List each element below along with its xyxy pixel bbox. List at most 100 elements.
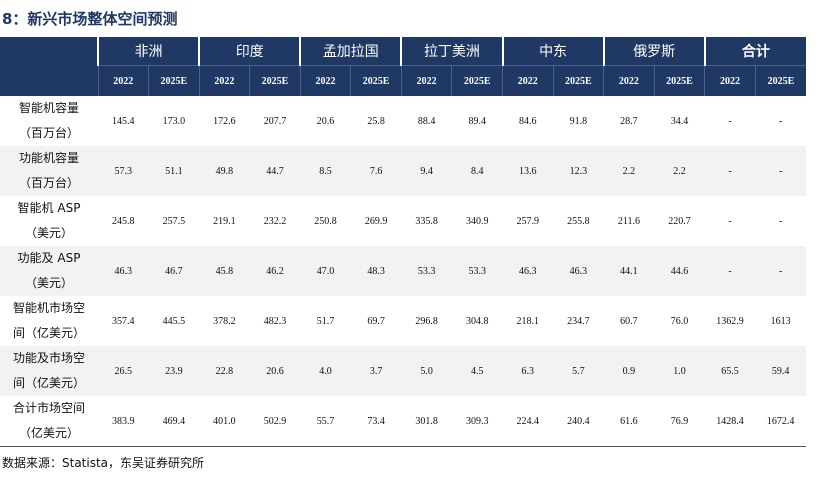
- corner-cell: [0, 37, 98, 96]
- year-header: 2025E: [552, 65, 604, 96]
- value-cell: 9.4: [401, 146, 452, 196]
- value-cell: 172.6: [213, 115, 236, 127]
- value-cell: 34.4: [670, 115, 689, 127]
- value-cell: 46.3: [553, 246, 604, 296]
- value-cell: 23.9: [148, 346, 200, 396]
- row-label-line: （亿美元）: [18, 426, 79, 440]
- value-cell: 76.9: [654, 396, 705, 447]
- row-label-line: 间（亿美元）: [12, 376, 85, 390]
- year-header: 2025E: [653, 65, 705, 96]
- value-cell: 49.8: [199, 146, 250, 196]
- year-header: 2022: [299, 65, 351, 96]
- group-header: 合计: [703, 37, 806, 66]
- value-cell: 482.3: [263, 315, 287, 327]
- value-cell: 269.9: [364, 215, 388, 227]
- row-label-line: 间（亿美元）: [12, 326, 85, 340]
- data-row: 功能及市场空 间（亿美元） 26.5 23.9 22.8 20.6 4.0 3.7 5.0 4.5…: [0, 346, 806, 396]
- value-cell: 304.8: [465, 315, 489, 327]
- value-cell: 211.6: [617, 215, 640, 227]
- value-cell: 245.8: [112, 215, 135, 227]
- value-cell: 0.9: [603, 346, 655, 396]
- value-cell: 91.8: [569, 115, 588, 127]
- row-label-line: 功能机容量: [18, 151, 79, 165]
- value-cell: 20.6: [249, 346, 301, 396]
- row-label: 智能机容量 （百万台）: [0, 96, 98, 146]
- value-cell: 20.6: [316, 115, 335, 127]
- value-cell: 73.4: [350, 396, 402, 447]
- value-cell: 61.6: [603, 396, 655, 447]
- row-label: 智能机市场空 间（亿美元）: [0, 296, 98, 346]
- value-cell: 57.3: [98, 146, 149, 196]
- value-cell: 224.4: [502, 396, 554, 447]
- value-cell: 357.4: [112, 315, 135, 327]
- value-cell: 51.1: [148, 146, 200, 196]
- value-cell: 6.3: [502, 346, 554, 396]
- value-cell: 59.4: [755, 346, 806, 396]
- data-row: 合计市场空间 （亿美元） 383.9 469.4 401.0 502.9 55.7 73.4 3…: [0, 396, 806, 447]
- value-cell: 4.5: [451, 346, 503, 396]
- row-label: 功能机容量 （百万台）: [0, 146, 98, 196]
- row-label: 功能及 ASP （美元）: [0, 246, 98, 296]
- value-cell: 51.7: [316, 315, 335, 327]
- value-cell: 401.0: [199, 396, 250, 447]
- row-label: 智能机 ASP （美元）: [0, 196, 98, 246]
- value-cell: 2.2: [654, 146, 705, 196]
- value-cell: 88.4: [417, 115, 436, 127]
- value-cell: 207.7: [263, 115, 287, 127]
- value-cell: 5.0: [401, 346, 452, 396]
- data-row: 智能机市场空 间（亿美元） 357.4 445.5 378.2 482.3 51.7 69.7…: [0, 296, 806, 346]
- year-header-row: 2022 2025E 2022 2025E 2022 2025E 2022 2025E 2022…: [0, 65, 806, 96]
- value-cell: -: [704, 146, 756, 196]
- value-cell: 378.2: [213, 315, 236, 327]
- group-header: 孟加拉国: [299, 37, 402, 66]
- value-cell: 301.8: [401, 396, 452, 447]
- value-cell: 84.6: [519, 115, 537, 127]
- value-cell: 234.7: [567, 315, 590, 327]
- row-label: 功能及市场空 间（亿美元）: [0, 346, 98, 396]
- year-header: 2025E: [350, 65, 402, 96]
- value-cell: 257.9: [516, 215, 540, 227]
- value-cell: 44.7: [249, 146, 301, 196]
- row-label-line: （百万台）: [18, 126, 79, 140]
- year-header: 2025E: [148, 65, 200, 96]
- value-cell: 25.8: [367, 115, 385, 127]
- year-header: 2022: [502, 65, 554, 96]
- value-cell: 69.7: [367, 315, 385, 327]
- value-cell: -: [755, 146, 806, 196]
- row-label-line: 智能机 ASP: [17, 201, 81, 215]
- row-label-line: （百万台）: [18, 176, 79, 190]
- year-header: 2022: [97, 65, 149, 96]
- value-cell: 469.4: [148, 396, 200, 447]
- row-label-line: 智能机市场空: [12, 301, 85, 315]
- value-cell: -: [728, 215, 732, 227]
- value-cell: -: [728, 115, 732, 127]
- value-cell: 1613: [770, 315, 791, 327]
- data-table: 非洲 印度 孟加拉国 拉丁美洲 中东 俄罗斯 合计 2022 2025E 2022 2025E 202…: [0, 37, 806, 447]
- value-cell: -: [778, 215, 783, 227]
- year-header: 2022: [603, 65, 655, 96]
- data-row: 智能机 ASP （美元） 245.8 257.5 219.1 232.2 250.8 269.…: [0, 196, 806, 246]
- year-header: 2025E: [451, 65, 503, 96]
- value-cell: 1.0: [654, 346, 705, 396]
- data-row: 功能及 ASP （美元） 46.3 46.7 45.8 46.2 47.0 48.3 53.3 5…: [0, 246, 806, 296]
- table-title: 8：新兴市场整体空间预测: [2, 10, 178, 28]
- data-row: 智能机容量 （百万台） 145.4 173.0 172.6 207.7 20.6 25.8 88…: [0, 96, 806, 146]
- value-cell: 65.5: [704, 346, 756, 396]
- value-cell: 3.7: [350, 346, 402, 396]
- value-cell: 46.2: [249, 246, 301, 296]
- row-label: 合计市场空间 （亿美元）: [0, 396, 98, 447]
- value-cell: 45.8: [199, 246, 250, 296]
- value-cell: 340.9: [465, 215, 489, 227]
- group-header: 拉丁美洲: [400, 37, 503, 66]
- value-cell: 46.3: [502, 246, 554, 296]
- value-cell: -: [704, 246, 756, 296]
- value-cell: 12.3: [553, 146, 604, 196]
- value-cell: 1362.9: [716, 315, 744, 327]
- value-cell: 240.4: [553, 396, 604, 447]
- value-cell: 296.8: [415, 315, 438, 327]
- row-label-line: 智能机容量: [18, 101, 79, 115]
- value-cell: 250.8: [314, 215, 337, 227]
- value-cell: 2.2: [603, 146, 655, 196]
- year-header: 2022: [400, 65, 452, 96]
